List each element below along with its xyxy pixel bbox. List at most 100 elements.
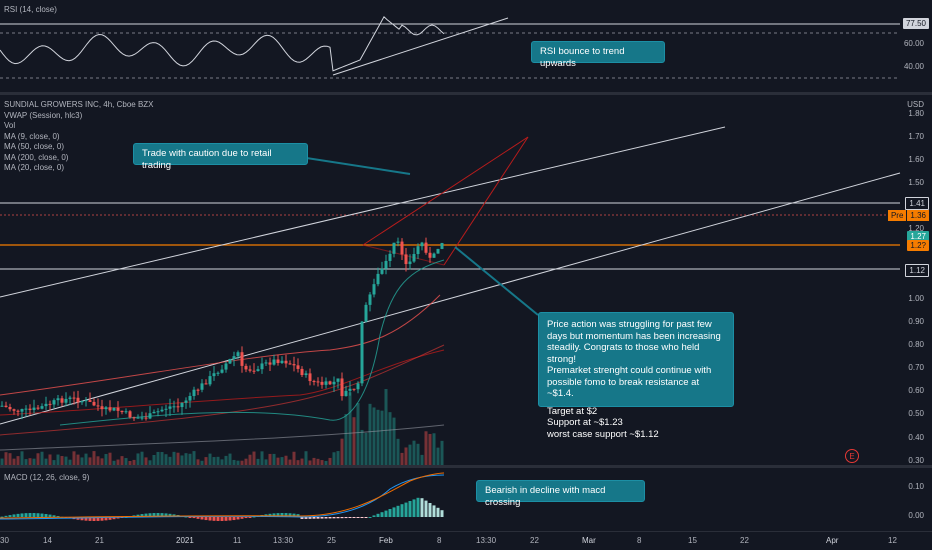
- volume-bar: [124, 458, 128, 465]
- legend-symbol[interactable]: SUNDIAL GROWERS INC, 4h, Cboe BZX: [4, 100, 154, 109]
- macd-histogram-bar: [340, 517, 344, 519]
- volume-bar: [48, 454, 52, 465]
- volume-bar: [80, 457, 84, 465]
- volume-bar: [200, 460, 204, 465]
- volume-bar: [300, 458, 304, 465]
- volume-bar: [88, 457, 92, 465]
- candle-body: [404, 254, 408, 265]
- volume-bar: [272, 453, 276, 465]
- macd-pane[interactable]: MACD (12, 26, close, 9) 0.10 0.00: [0, 467, 932, 531]
- candle-body: [280, 360, 284, 363]
- candle-body: [52, 400, 56, 405]
- price-pane[interactable]: SUNDIAL GROWERS INC, 4h, Cboe BZX VWAP (…: [0, 95, 932, 465]
- volume-bar: [368, 403, 372, 465]
- candle-body: [48, 403, 52, 405]
- candle-body: [328, 381, 332, 385]
- rsi-note[interactable]: RSI bounce to trend upwards: [531, 41, 665, 69]
- volume-bar: [96, 456, 100, 465]
- macd-histogram-bar: [344, 517, 348, 519]
- macd-tick: 0.00: [908, 511, 924, 520]
- macd-note[interactable]: Bearish in decline with macd crossing: [476, 480, 645, 508]
- macd-histogram-bar: [24, 513, 28, 517]
- price-tick: 0.80: [908, 340, 924, 349]
- price-tick: 1.70: [908, 132, 924, 141]
- volume-bar: [348, 392, 352, 465]
- candle-body: [440, 242, 444, 249]
- candle-body: [416, 246, 420, 255]
- legend-ma50[interactable]: MA (50, close, 0): [4, 142, 65, 151]
- premarket-value: 1.36: [907, 210, 929, 221]
- candle-body: [36, 407, 40, 409]
- macd-histogram-bar: [208, 517, 212, 521]
- pane-separator[interactable]: [0, 465, 932, 468]
- candle-body: [80, 400, 84, 403]
- macd-histogram-bar: [284, 513, 288, 517]
- volume-bar: [296, 460, 300, 465]
- macd-histogram-bar: [160, 513, 164, 517]
- macd-histogram-bar: [240, 517, 244, 519]
- volume-bar: [68, 459, 72, 465]
- macd-histogram-bar: [12, 514, 16, 517]
- caution-note[interactable]: Trade with caution due to retail trading: [133, 143, 308, 171]
- macd-histogram-bar: [188, 517, 192, 518]
- candle-body: [320, 381, 324, 385]
- candle-body: [216, 372, 220, 374]
- candle-body: [316, 381, 320, 383]
- x-tick: Feb: [379, 536, 393, 545]
- volume-bar: [264, 459, 268, 465]
- pane-separator[interactable]: [0, 92, 932, 95]
- volume-bar: [220, 459, 224, 465]
- macd-histogram-bar: [288, 513, 292, 517]
- candle-body: [96, 405, 100, 407]
- volume-bar: [380, 410, 384, 465]
- macd-histogram-bar: [56, 516, 60, 518]
- candle-body: [420, 242, 424, 247]
- earnings-event-icon[interactable]: E: [845, 449, 859, 463]
- volume-bar: [400, 452, 404, 465]
- legend-ma9[interactable]: MA (9, close, 0): [4, 131, 60, 141]
- price-plot: [0, 126, 901, 465]
- candle-body: [56, 398, 60, 401]
- candle-body: [124, 411, 128, 413]
- price-tick: 0.50: [908, 409, 924, 418]
- premarket-label: Pre: [887, 210, 907, 221]
- volume-bar: [344, 414, 348, 465]
- macd-histogram-bar: [216, 517, 220, 521]
- legend-vol[interactable]: Vol: [4, 121, 16, 130]
- x-tick: 8: [637, 536, 642, 545]
- time-axis[interactable]: [0, 531, 932, 550]
- macd-histogram-bar: [408, 501, 412, 517]
- analysis-note[interactable]: Price action was struggling for past few…: [538, 312, 734, 440]
- volume-bar: [436, 447, 440, 465]
- macd-histogram-bar: [168, 513, 172, 517]
- candle-body: [376, 273, 380, 285]
- macd-histogram-bar: [428, 503, 432, 517]
- volume-bar: [188, 453, 192, 465]
- rsi-pane[interactable]: RSI (14, close) 77.50 60.00 40.00: [0, 0, 932, 92]
- legend-ma200[interactable]: MA (200, close, 0): [4, 152, 69, 162]
- legend-ma20[interactable]: MA (20, close, 0): [4, 163, 65, 172]
- volume-bar: [168, 456, 172, 465]
- volume-bar: [140, 451, 144, 465]
- legend-vwap[interactable]: VWAP (Session, hlc3): [4, 110, 83, 120]
- macd-histogram-bar: [276, 513, 280, 517]
- candle-body: [152, 411, 156, 414]
- macd-histogram-bar: [108, 517, 112, 520]
- candle-body: [428, 252, 432, 258]
- x-tick: 11: [233, 536, 242, 545]
- price-tick: 0.90: [908, 317, 924, 326]
- volume-bar: [120, 456, 124, 465]
- volume-bar: [152, 454, 156, 465]
- volume-bar: [236, 460, 240, 465]
- candle-body: [104, 407, 108, 410]
- macd-histogram-bar: [100, 517, 104, 521]
- candle-body: [384, 260, 388, 269]
- volume-bar: [132, 459, 136, 465]
- volume-bar: [388, 412, 392, 465]
- macd-histogram-bar: [40, 513, 44, 517]
- candle-body: [160, 409, 164, 412]
- volume-bar: [384, 389, 388, 465]
- candle-body: [12, 409, 16, 411]
- macd-histogram-bar: [380, 512, 384, 517]
